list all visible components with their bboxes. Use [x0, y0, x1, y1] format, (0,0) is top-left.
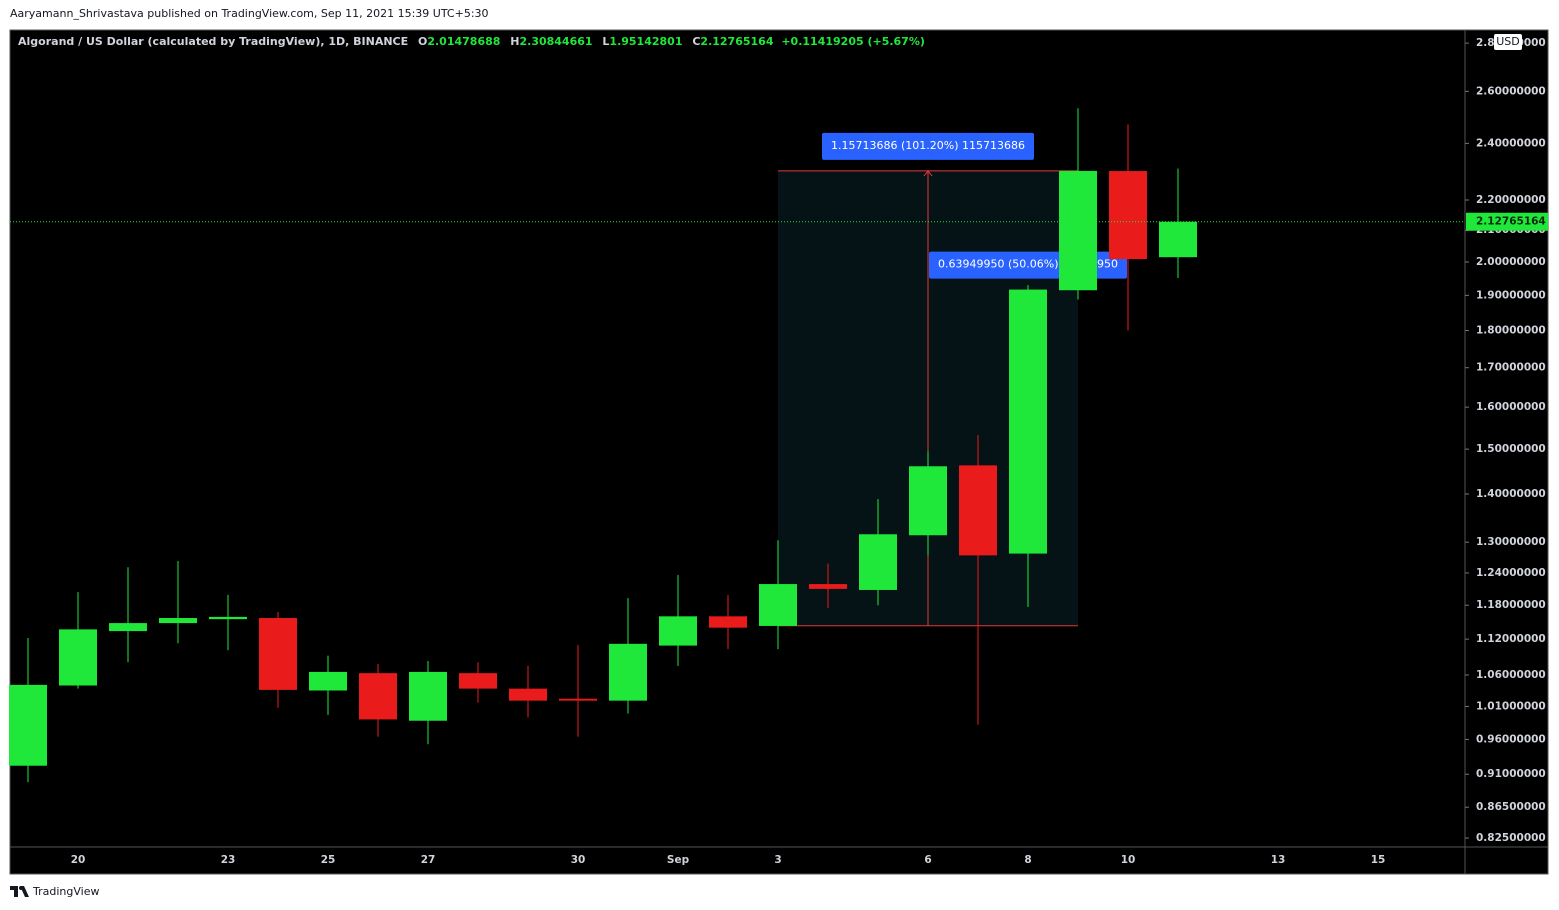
x-tick-label: 10 [1121, 854, 1136, 866]
y-tick-label: 0.96000000 [1476, 733, 1546, 745]
candle-body [259, 618, 297, 690]
y-tick-label: 0.86500000 [1476, 801, 1546, 813]
candle-body [1059, 170, 1097, 291]
candle-body [709, 616, 747, 628]
ohlc-value: 1.95142801 [609, 35, 682, 48]
candle-body [809, 584, 847, 589]
y-tick-label: 1.30000000 [1476, 536, 1546, 548]
logo [10, 886, 29, 897]
candle-body [659, 616, 697, 646]
candle-body [109, 623, 147, 632]
ohlc-value: 2.30844661 [519, 35, 592, 48]
candle-body [9, 684, 47, 766]
ohlc-letter: H [510, 35, 519, 48]
measure-label-box [822, 132, 1034, 160]
x-tick-label: 20 [71, 854, 86, 866]
y-tick-label: 1.50000000 [1476, 443, 1546, 455]
candle-body [909, 466, 947, 536]
x-tick-label: 3 [774, 854, 781, 866]
measure-label-text: 1.15713686 (101.20%) 115713686 [831, 139, 1025, 152]
y-tick-label: 0.91000000 [1476, 768, 1546, 780]
change: +0.11419205 (+5.67%) [781, 35, 925, 48]
x-tick-label: 23 [221, 854, 236, 866]
last-price-label: 2.12765164 [1476, 216, 1546, 228]
candle-body [509, 688, 547, 701]
chart-title: Algorand / US Dollar (calculated by Trad… [18, 35, 408, 48]
candle-body [859, 534, 897, 590]
candle-body [409, 671, 447, 721]
candle-body [1109, 171, 1147, 260]
candle-body [209, 616, 247, 620]
y-tick-label: 1.60000000 [1476, 401, 1546, 413]
measure-label: 0.63949950 (50.06%) 63949950 [929, 251, 1127, 279]
candle-body [309, 671, 347, 691]
plot: 2.800000002.600000002.400000002.20000000… [9, 34, 1548, 866]
x-tick-label: 13 [1271, 854, 1286, 866]
ohlc-letter: C [692, 35, 700, 48]
y-tick-label: 2.40000000 [1476, 137, 1546, 149]
candle-body [959, 465, 997, 556]
arrow-head [923, 170, 933, 177]
y-tick-label: 2.60000000 [1476, 85, 1546, 97]
brand: TradingView [32, 885, 99, 898]
candle-body [759, 584, 797, 626]
candle-body [359, 673, 397, 720]
ohlc-letter: L [602, 35, 609, 48]
measure-label: 1.15713686 (101.20%) 115713686 [822, 132, 1034, 160]
y-tick-label: 1.40000000 [1476, 488, 1546, 500]
y-tick-label: 1.24000000 [1476, 567, 1546, 579]
ohlc-value: 2.12765164 [700, 35, 773, 48]
y-tick-label: 1.80000000 [1476, 325, 1546, 337]
candle-body [59, 629, 97, 686]
y-tick-label: 2.20000000 [1476, 194, 1546, 206]
y-tick-label: 2.00000000 [1476, 256, 1546, 268]
x-tick-label: 30 [571, 854, 586, 866]
x-tick-label: 25 [321, 854, 336, 866]
candle-body [459, 673, 497, 689]
candle-body [1159, 221, 1197, 258]
unit-box [1494, 34, 1522, 50]
y-tick-label: 1.12000000 [1476, 633, 1546, 645]
byline: Aaryamann_Shrivastava published on Tradi… [10, 7, 489, 20]
last-price-box [1466, 212, 1548, 231]
unit-label: USD [1496, 35, 1520, 48]
y-tick-label: 1.01000000 [1476, 700, 1546, 712]
candle-body [1009, 289, 1047, 554]
x-tick-label: 6 [924, 854, 931, 866]
x-tick-label: 27 [421, 854, 436, 866]
y-tick-label: 1.70000000 [1476, 362, 1546, 374]
candle-body [559, 698, 597, 701]
ohlc-value: 2.01478688 [427, 35, 500, 48]
candle-body [159, 618, 197, 624]
ohlc-letter: O [418, 35, 427, 48]
candle-body [609, 643, 647, 701]
y-tick-label: 1.18000000 [1476, 599, 1546, 611]
x-tick-label: 15 [1371, 854, 1386, 866]
chart-header: Algorand / US Dollar (calculated by Trad… [18, 35, 925, 48]
y-tick-label: 1.06000000 [1476, 669, 1546, 681]
y-tick-label: 0.82500000 [1476, 832, 1546, 844]
y-tick-label: 1.90000000 [1476, 289, 1546, 301]
x-tick-label: 8 [1024, 854, 1031, 866]
x-tick-label: Sep [667, 854, 690, 866]
